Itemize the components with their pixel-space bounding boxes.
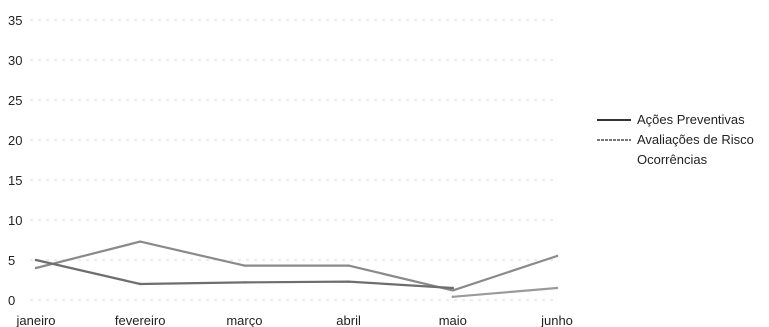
y-tick-label: 15 — [8, 173, 22, 188]
y-axis: 0 5 10 15 20 25 30 35 — [8, 13, 22, 308]
y-tick-label: 0 — [8, 293, 15, 308]
data-point — [347, 280, 350, 283]
data-point — [139, 282, 142, 286]
series-line-1 — [34, 240, 559, 292]
legend: Ações Preventivas Avaliações de Risco Ocor… — [597, 112, 754, 167]
data-point — [555, 254, 559, 258]
legend-entry-label: Avaliações de Risco — [637, 132, 754, 147]
x-tick-label: janeiro — [15, 313, 55, 327]
x-tick-label: abril — [336, 313, 361, 327]
data-point — [139, 240, 142, 243]
x-axis: janeiro fevereiro março abril maio junho — [15, 313, 572, 327]
y-tick-label: 10 — [8, 213, 22, 228]
legend-entry-label: Ações Preventivas — [637, 112, 745, 127]
y-tick-label: 5 — [8, 253, 15, 268]
y-tick-label: 20 — [8, 133, 22, 148]
series-line-2 — [34, 258, 454, 290]
data-point — [555, 286, 559, 290]
x-tick-label: março — [226, 313, 262, 327]
series-line-3 — [451, 286, 559, 298]
data-point — [451, 286, 454, 290]
grid-layer — [30, 19, 557, 301]
x-tick-label: maio — [439, 313, 467, 327]
data-point — [243, 281, 246, 284]
data-point — [243, 264, 246, 267]
legend-entry-label: Ocorrências — [637, 152, 708, 167]
y-tick-label: 30 — [8, 53, 22, 68]
x-tick-label: fevereiro — [115, 313, 166, 327]
data-point — [451, 295, 454, 298]
y-tick-label: 25 — [8, 93, 22, 108]
data-point — [34, 266, 38, 270]
data-point — [34, 258, 38, 262]
data-point — [347, 264, 350, 267]
data-point — [451, 289, 454, 292]
series-layer — [34, 240, 559, 298]
x-tick-label: junho — [540, 313, 573, 327]
y-tick-label: 35 — [8, 13, 22, 28]
